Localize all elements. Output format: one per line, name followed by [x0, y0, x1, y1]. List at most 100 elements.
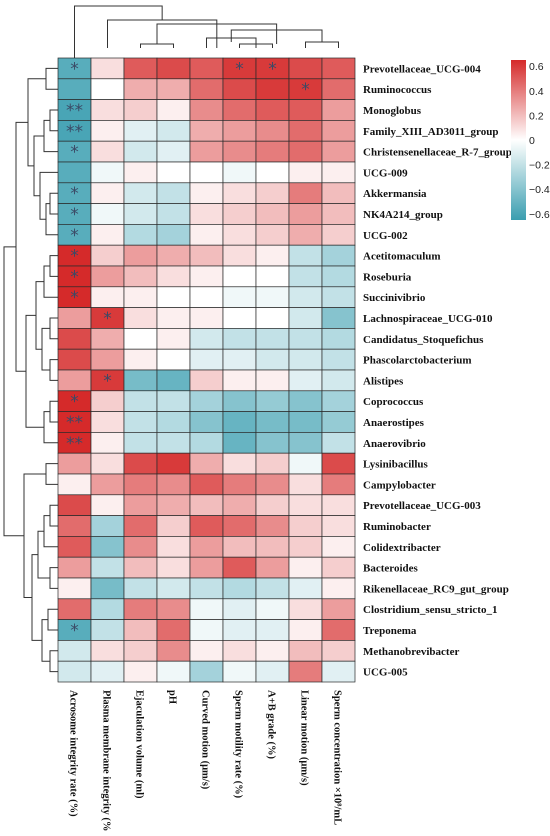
heatmap-cell [222, 452, 257, 475]
heatmap-cell [156, 57, 191, 80]
heatmap-cell [123, 369, 158, 392]
column-label: Sperm motility rate (%) [233, 690, 244, 799]
heatmap-cell [288, 494, 323, 516]
heatmap-cell [288, 369, 323, 392]
legend-tick-label: 0 [529, 135, 535, 147]
row-label: UCG-009 [363, 167, 408, 179]
heatmap-cell [222, 120, 257, 142]
heatmap-cell [156, 244, 191, 267]
heatmap-cell [90, 182, 125, 204]
heatmap-cell [156, 640, 191, 662]
significance-star: * [235, 59, 244, 79]
dendrogram-branch [43, 411, 58, 444]
row-label: UCG-005 [363, 667, 408, 679]
heatmap-cell [321, 598, 356, 620]
heatmap-cell [57, 494, 92, 516]
heatmap-cell [321, 369, 356, 392]
heatmap-cell [189, 265, 224, 288]
heatmap-cell [222, 348, 257, 371]
significance-star: * [70, 184, 79, 204]
dendrogram-branch [140, 43, 174, 48]
heatmap-cell [90, 140, 125, 163]
heatmap-cell [90, 99, 125, 121]
heatmap-cell [255, 286, 290, 308]
heatmap-cell [90, 120, 125, 142]
heatmap-cell [288, 411, 323, 433]
heatmap-cell [255, 411, 290, 433]
significance-star: * [70, 59, 79, 79]
row-label: Coprococcus [363, 396, 424, 408]
row-label: Christensenellaceae_R-7_group [363, 147, 512, 159]
heatmap-cell [123, 598, 158, 620]
significance-star: * [268, 59, 277, 79]
heatmap-cell [288, 307, 323, 329]
heatmap-cell [321, 244, 356, 267]
heatmap-cell [255, 577, 290, 600]
heatmap-cell [156, 161, 191, 184]
heatmap-cell [222, 244, 257, 267]
heatmap-cell [156, 140, 191, 163]
heatmap-cell [90, 577, 125, 600]
heatmap-cell [288, 203, 323, 225]
heatmap-cell [189, 432, 224, 454]
heatmap-cell [222, 640, 257, 662]
heatmap-cell [189, 182, 224, 204]
heatmap-cell [156, 203, 191, 225]
heatmap-cell [189, 161, 224, 184]
heatmap-cell [222, 140, 257, 163]
heatmap-cell [255, 328, 290, 350]
dendrogram-branch [23, 473, 46, 598]
heatmap-cell [90, 473, 125, 496]
heatmap-cell [189, 619, 224, 641]
heatmap-cell [222, 286, 257, 308]
heatmap-cell [90, 515, 125, 537]
heatmap-cell [156, 348, 191, 371]
heatmap-cell [255, 556, 290, 579]
heatmap-cell [222, 536, 257, 558]
heatmap-cell [321, 640, 356, 662]
heatmap-cell [321, 140, 356, 163]
dendrogram-branch [43, 515, 58, 548]
heatmap-cell [90, 640, 125, 662]
heatmap-cell [222, 660, 257, 683]
row-label: Lachnospiraceae_UCG-010 [363, 313, 493, 325]
heatmap-cell [156, 390, 191, 412]
heatmap-cell [222, 328, 257, 350]
heatmap-cell [189, 369, 224, 392]
row-label: Methanobrevibacter [363, 646, 459, 658]
heatmap-cell [123, 452, 158, 475]
significance-star: * [70, 267, 79, 287]
heatmap-cell [90, 348, 125, 371]
heatmap-cell [288, 640, 323, 662]
heatmap-cell [57, 473, 92, 496]
dendrogram-branch [45, 203, 58, 236]
heatmap-cell [255, 265, 290, 288]
row-label: Anaerostipes [363, 417, 425, 429]
heatmap-cell [57, 536, 92, 558]
heatmap-cell [288, 515, 323, 537]
heatmap-cell [321, 432, 356, 454]
heatmap-cell [156, 99, 191, 121]
row-label: Alistipes [363, 375, 404, 387]
legend-tick-label: −0.2 [529, 160, 550, 172]
heatmap-cell [123, 348, 158, 371]
heatmap-cell [288, 99, 323, 121]
heatmap-cell [123, 619, 158, 641]
row-label: Campylobacter [363, 479, 436, 491]
heatmap-cell [255, 473, 290, 496]
significance-star: * [70, 392, 79, 412]
dendrogram-branch [49, 567, 58, 589]
heatmap-cell [222, 411, 257, 433]
heatmap-cell [255, 348, 290, 371]
heatmap-cell [222, 598, 257, 620]
heatmap-cell [156, 494, 191, 516]
heatmap-cell [123, 411, 158, 433]
row-label: Anaerovibrio [363, 438, 426, 450]
heatmap-cell [255, 640, 290, 662]
heatmap-cell [189, 660, 224, 683]
heatmap-cell [189, 224, 224, 246]
heatmap-cell [321, 556, 356, 579]
dendrogram-branch [25, 314, 44, 428]
heatmap-cell [57, 307, 92, 329]
row-label: Acetitomaculum [363, 251, 441, 263]
